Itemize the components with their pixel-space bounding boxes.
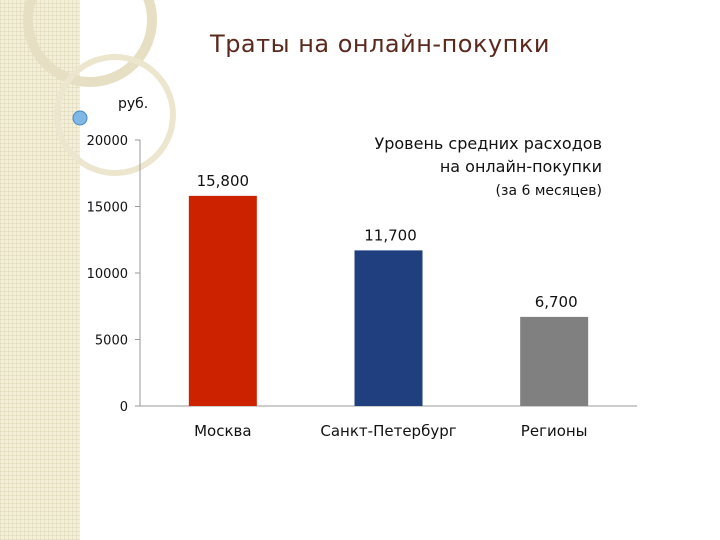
y-tick-label: 15000 (87, 201, 128, 216)
annotation-line-1: Уровень средних расходов (374, 134, 602, 153)
category-labels: Москва Санкт-Петербург Регионы (194, 422, 587, 440)
data-labels: 15,800 11,700 6,700 (197, 172, 578, 311)
y-unit-label: руб. (118, 96, 148, 112)
y-tick-label: 5000 (95, 334, 128, 349)
bar (520, 316, 589, 406)
decorative-rings (23, 0, 176, 176)
y-tick-label: 20000 (87, 134, 128, 149)
decorative-side-strip (0, 0, 80, 540)
annotation-subtitle: (за 6 месяцев) (495, 183, 602, 199)
bar-data-label: 11,700 (364, 226, 417, 244)
y-tick-label: 10000 (87, 267, 128, 282)
bars (188, 195, 589, 406)
category-label: Регионы (521, 422, 588, 440)
bar (188, 195, 257, 406)
bar-data-label: 15,800 (197, 172, 250, 190)
bullet-dot-icon (72, 110, 88, 126)
annotation-line-2: на онлайн-покупки (439, 157, 602, 176)
category-label: Москва (194, 422, 251, 440)
bar (354, 250, 423, 406)
page-title: Траты на онлайн-покупки (210, 30, 550, 58)
bar-data-label: 6,700 (535, 293, 578, 311)
chart-annotation: Уровень средних расходов на онлайн-покуп… (330, 132, 602, 202)
y-tick-label: 0 (120, 400, 128, 415)
category-label: Санкт-Петербург (320, 422, 456, 440)
